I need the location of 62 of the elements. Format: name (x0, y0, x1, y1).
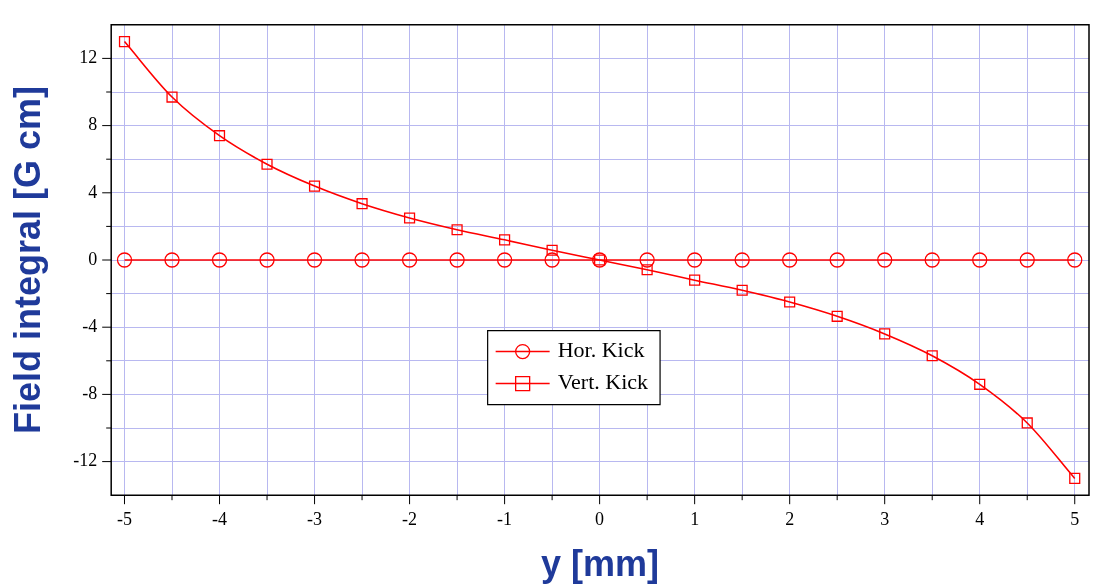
x-tick-label: 4 (975, 508, 985, 529)
point (687, 252, 703, 268)
y-tick-label: 0 (88, 248, 98, 269)
point (259, 252, 275, 268)
point (261, 158, 273, 170)
point (736, 284, 748, 296)
point (164, 252, 180, 268)
point (403, 212, 416, 224)
x-tick-label: 1 (690, 508, 700, 529)
point (784, 296, 796, 308)
point (116, 252, 133, 268)
point (401, 252, 418, 268)
x-tick-label: -1 (497, 508, 513, 529)
point (877, 252, 893, 268)
x-tick-label: -3 (307, 508, 323, 529)
y-tick-label: -12 (73, 450, 98, 471)
point (213, 130, 226, 142)
legend-label: Hor. Kick (557, 337, 645, 363)
point (1019, 252, 1035, 268)
y-tick-label: 12 (79, 47, 98, 68)
point (356, 198, 368, 210)
point (496, 252, 513, 268)
x-tick-label: 5 (1070, 508, 1080, 529)
x-tick-label: 3 (880, 508, 890, 529)
x-tick-label: 0 (595, 508, 605, 529)
point (831, 310, 843, 322)
point (306, 252, 323, 268)
point (449, 252, 465, 268)
point (734, 252, 750, 268)
point (1021, 417, 1033, 429)
point (926, 350, 938, 362)
point (641, 264, 653, 276)
point (689, 274, 701, 286)
y-tick-label: 4 (88, 181, 98, 202)
point (974, 378, 986, 390)
x-tick-label: 2 (785, 508, 795, 529)
point (499, 234, 511, 246)
point (1069, 472, 1081, 484)
x-axis-title: y [mm] (541, 543, 660, 585)
point (166, 91, 178, 103)
x-tick-label: -5 (117, 508, 132, 529)
legend-label: Vert. Kick (557, 369, 649, 395)
y-tick-label: -4 (82, 315, 98, 336)
point (829, 252, 845, 268)
point (451, 224, 463, 236)
x-tick-label: -4 (212, 508, 228, 529)
point (972, 252, 988, 268)
point (639, 252, 655, 268)
point (782, 252, 798, 268)
y-axis-title: Field integral [G cm] (6, 85, 48, 435)
point (308, 180, 321, 192)
point (879, 328, 891, 340)
y-tick-label: -8 (82, 383, 98, 404)
point (118, 36, 131, 48)
point (544, 252, 560, 268)
y-tick-label: 8 (88, 114, 98, 135)
point (924, 252, 940, 268)
point (354, 252, 370, 268)
point (211, 252, 228, 268)
x-tick-label: -2 (402, 508, 418, 529)
point (1067, 252, 1083, 268)
point (546, 244, 558, 256)
